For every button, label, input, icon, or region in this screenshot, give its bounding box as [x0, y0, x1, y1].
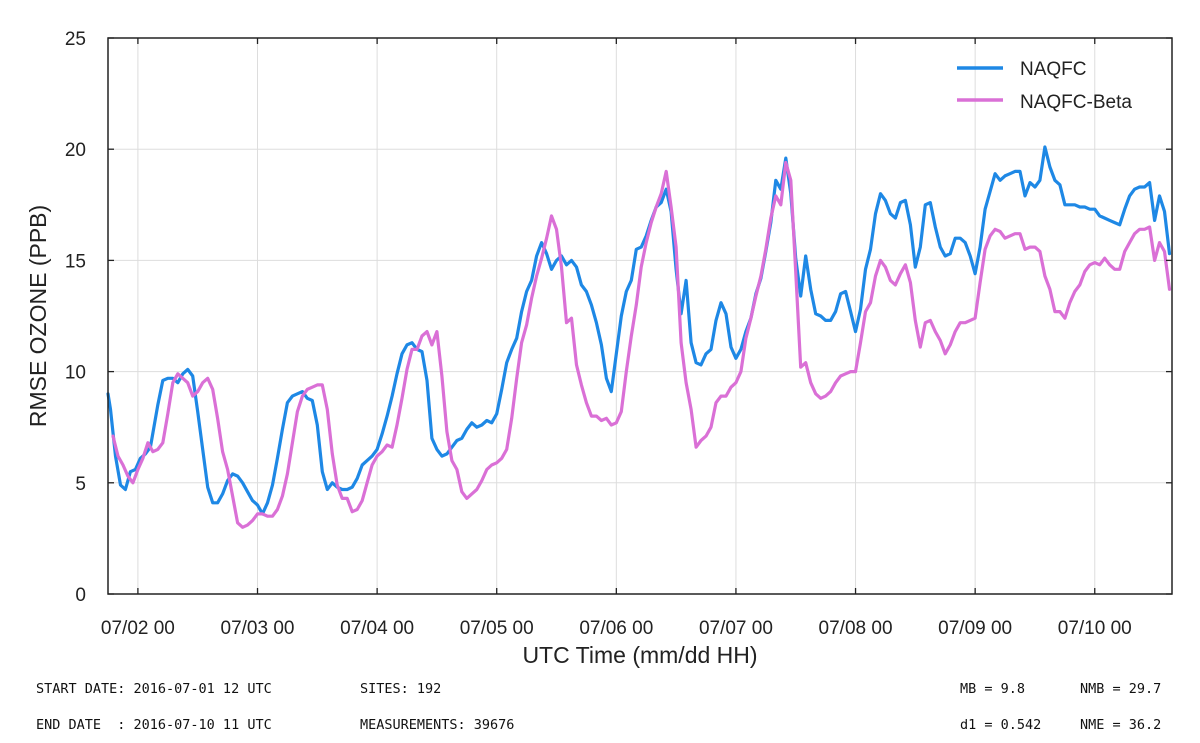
- nme-text: NME = 36.2: [1080, 717, 1162, 733]
- legend: NAQFC NAQFC-Beta: [957, 59, 1132, 113]
- x-tick-label: 07/08 00: [819, 618, 893, 639]
- series-line-naqfc: [106, 145, 1172, 516]
- x-tick-label: 07/03 00: [221, 618, 295, 639]
- y-tick-label: 0: [75, 585, 86, 606]
- series-lines: [106, 145, 1172, 529]
- x-tick-label: 07/09 00: [938, 618, 1012, 639]
- start-date-text: START DATE: 2016-07-01 12 UTC: [36, 681, 272, 697]
- y-tick-label: 5: [75, 474, 86, 495]
- y-tick-label: 20: [65, 140, 86, 161]
- measurements-text: MEASUREMENTS: 39676: [360, 717, 515, 733]
- mb-text: MB = 9.8: [960, 681, 1026, 697]
- y-axis-title: RMSE OZONE (PPB): [25, 205, 51, 427]
- rmse-ozone-chart: 0 5 10 15 20 25 07/02 00 07/03 00 07/04 00 07/05 …: [25, 29, 1173, 668]
- x-tick-label: 07/05 00: [460, 618, 534, 639]
- footer-stats-left: MB = 9.8 d1 = 0.542: [960, 659, 1041, 743]
- tick-labels: 0 5 10 15 20 25 07/02 00 07/03 00 07/04 00 07/05 …: [65, 29, 1132, 639]
- y-tick-label: 10: [65, 363, 86, 384]
- footer-counts: SITES: 192 MEASUREMENTS: 39676: [360, 659, 514, 743]
- sites-text: SITES: 192: [360, 681, 442, 697]
- end-date-text: END DATE : 2016-07-10 11 UTC: [36, 717, 272, 733]
- grid-lines: [108, 38, 1172, 594]
- legend-label-naqfc: NAQFC: [1020, 59, 1087, 80]
- x-tick-label: 07/07 00: [699, 618, 773, 639]
- footer-dates: START DATE: 2016-07-01 12 UTC END DATE :…: [36, 659, 272, 743]
- axes: [107, 37, 1173, 595]
- d1-text: d1 = 0.542: [960, 717, 1042, 733]
- x-tick-label: 07/04 00: [340, 618, 414, 639]
- x-tick-label: 07/06 00: [579, 618, 653, 639]
- plot-frame: [107, 37, 1173, 595]
- y-tick-label: 15: [65, 251, 86, 272]
- x-tick-label: 07/02 00: [101, 618, 175, 639]
- y-tick-label: 25: [65, 29, 86, 50]
- nmb-text: NMB = 29.7: [1080, 681, 1162, 697]
- footer-stats-right: NMB = 29.7 NME = 36.2: [1080, 659, 1161, 743]
- legend-label-naqfc-beta: NAQFC-Beta: [1020, 92, 1132, 113]
- series-line-naqfc-beta: [111, 160, 1172, 529]
- x-axis-title: UTC Time (mm/dd HH): [522, 642, 757, 668]
- x-tick-label: 07/10 00: [1058, 618, 1132, 639]
